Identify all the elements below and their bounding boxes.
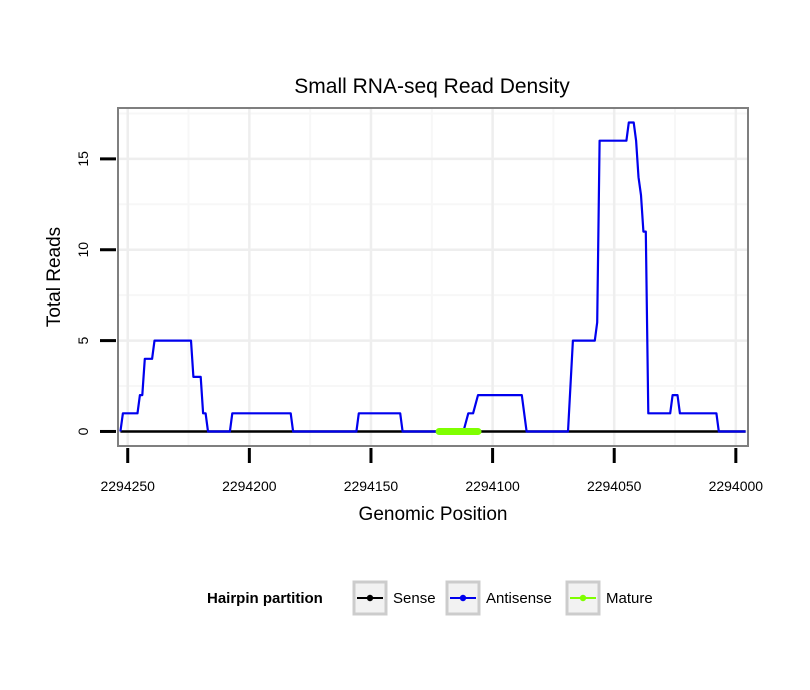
y-tick-label: 5 — [75, 337, 91, 345]
grid-lines — [119, 109, 747, 445]
legend-point-antisense — [459, 594, 467, 602]
legend-items: Sense Antisense Mature — [352, 580, 653, 616]
legend-item-mature: Mature — [565, 580, 653, 616]
chart-title: Small RNA-seq Read Density — [294, 75, 570, 98]
x-axis-label: Genomic Position — [359, 504, 508, 525]
legend-point-mature — [579, 594, 587, 602]
legend-point-sense — [366, 594, 374, 602]
series-line-antisense — [119, 121, 746, 433]
y-tick-label: 10 — [75, 242, 91, 258]
legend-title: Hairpin partition — [207, 590, 323, 607]
y-tick-label: 15 — [75, 151, 91, 167]
x-tick-label: 2294250 — [100, 478, 155, 494]
legend: Hairpin partition Sense Antisense Mature — [207, 580, 653, 616]
legend-label-sense: Sense — [393, 590, 436, 607]
axes: 2294250 2294200 2294150 2294100 2294050 22940… — [75, 151, 763, 494]
x-tick-label: 2294000 — [709, 478, 764, 494]
x-tick-label: 2294050 — [587, 478, 642, 494]
legend-item-sense: Sense — [352, 580, 436, 616]
x-tick-label: 2294100 — [465, 478, 520, 494]
x-tick-label: 2294200 — [222, 478, 277, 494]
legend-item-antisense: Antisense — [445, 580, 552, 616]
legend-label-mature: Mature — [606, 590, 653, 607]
x-tick-label: 2294150 — [344, 478, 399, 494]
y-tick-label: 0 — [75, 427, 91, 435]
series-lines — [119, 121, 746, 435]
legend-label-antisense: Antisense — [486, 590, 552, 607]
plot-panel — [117, 107, 749, 447]
y-axis-label: Total Reads — [44, 227, 65, 327]
